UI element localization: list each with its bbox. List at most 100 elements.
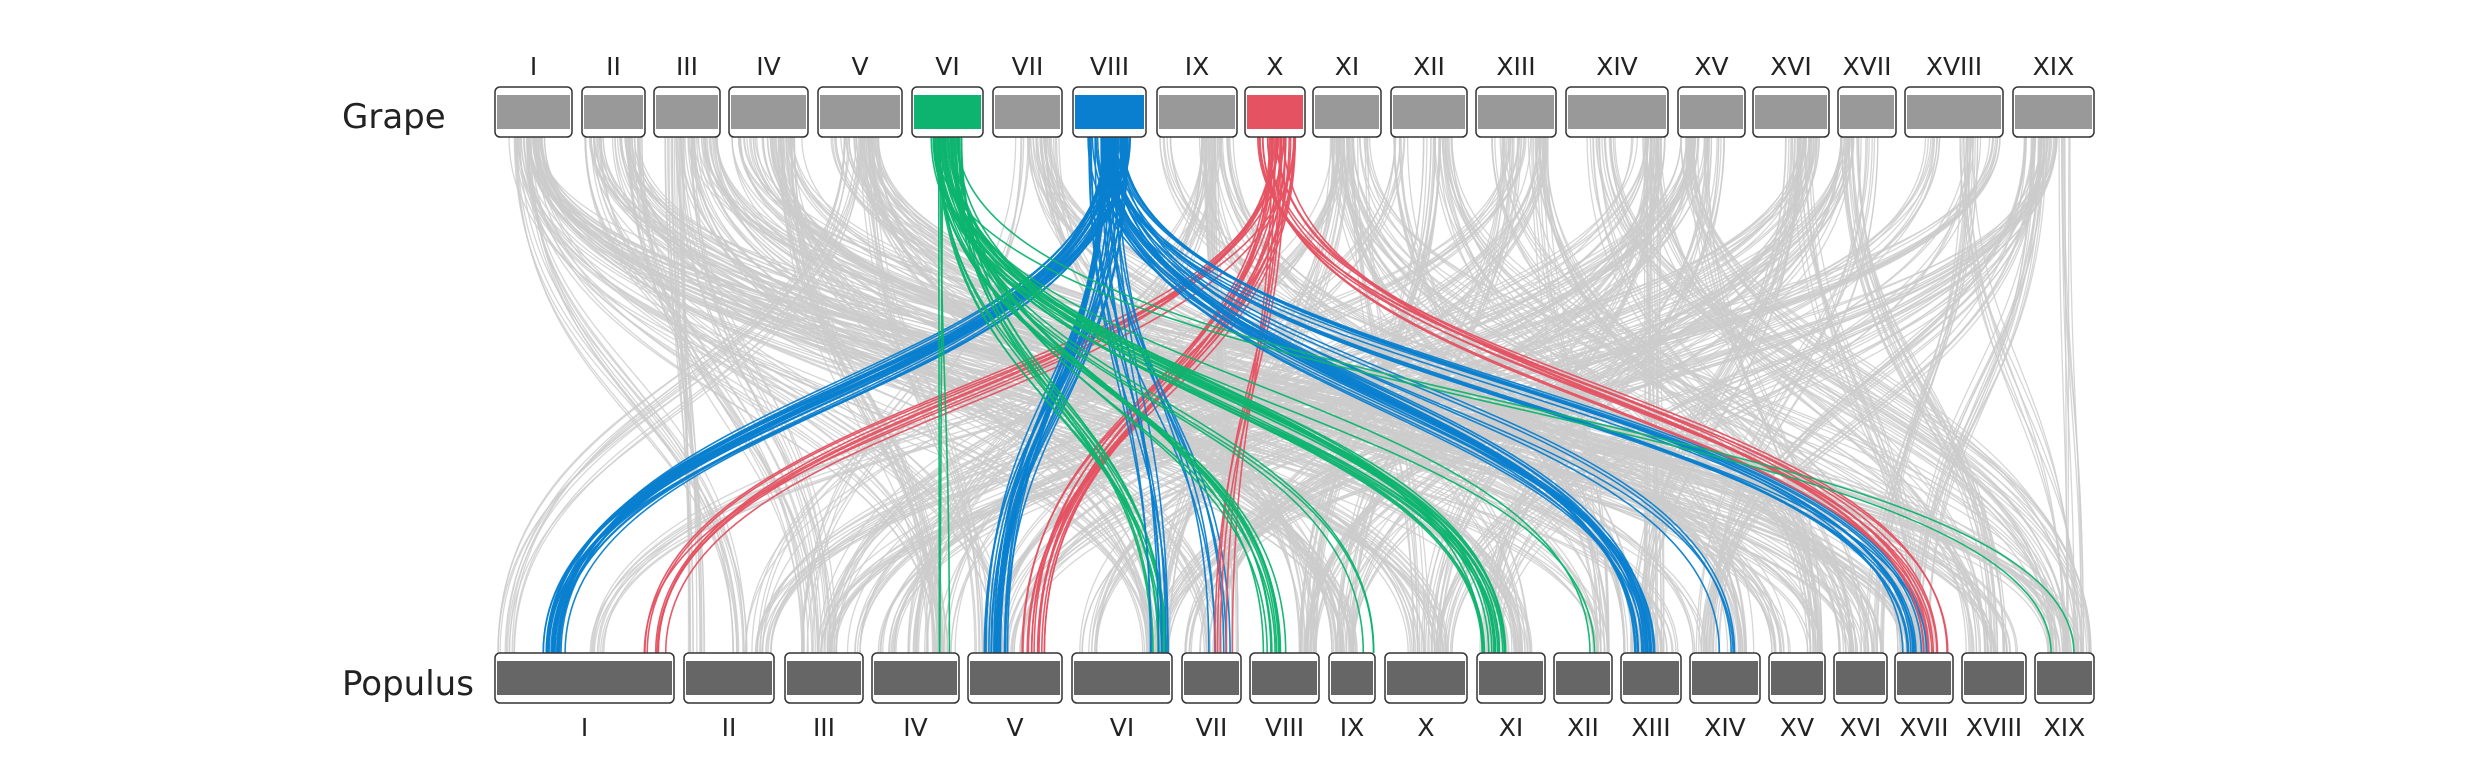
populus-chromosome-xviii[interactable]: XVIII [1961,652,2027,742]
synteny-link-vi-to-xi [935,136,1496,654]
background-link [1927,136,2042,654]
grape-chromosome-label: XVIII [1926,52,1982,81]
populus-chromosome-xv[interactable]: XV [1768,652,1826,742]
background-link [694,136,832,654]
populus-chromosome-label: XIX [2044,713,2086,742]
chromosome-bar [1964,661,2024,695]
grape-chromosome-label: IV [756,52,780,81]
grape-chromosome-v[interactable]: V [817,52,903,138]
grape-chromosome-xvii[interactable]: XVII [1837,52,1897,138]
background-link [529,136,740,654]
synteny-link-viii-to-i [548,136,1114,654]
grape-chromosome-xviii[interactable]: XVIII [1904,52,2004,138]
grape-chromosome-viii[interactable]: VIII [1072,52,1147,138]
populus-chromosome-v[interactable]: V [967,652,1063,742]
chromosome-bar [1680,95,1743,129]
populus-chromosome-label: VIII [1265,713,1304,742]
background-link [835,136,1994,654]
chromosome-bar [1074,661,1170,695]
grape-chromosome-xix[interactable]: XIX [2012,52,2095,138]
populus-chromosome-vi[interactable]: VI [1071,652,1173,742]
background-link [1309,136,1804,654]
synteny-link-vi-to-xi [942,136,1500,654]
populus-chromosome-vii[interactable]: VII [1181,652,1242,742]
background-link [1650,136,1986,654]
chromosome-bar [1331,661,1373,695]
populus-chromosome-xvii[interactable]: XVII [1894,652,1954,742]
populus-chromosome-x[interactable]: X [1384,652,1468,742]
grape-chromosome-ix[interactable]: IX [1156,52,1238,138]
populus-chromosome-viii[interactable]: VIII [1249,652,1320,742]
background-link [1688,136,1817,654]
background-link [508,136,1151,654]
grape-chromosome-xvi[interactable]: XVI [1752,52,1830,138]
populus-chromosome-iv[interactable]: IV [871,652,960,742]
chromosome-bar [497,95,570,129]
populus-chromosome-label: II [722,713,737,742]
synteny-link-viii-to-xvii [1120,136,1904,654]
background-link [1592,136,1851,654]
grape-chromosome-label: XII [1413,52,1445,81]
synteny-link-vi-to-viii [950,136,1265,654]
populus-chromosome-iii[interactable]: III [784,652,864,742]
chromosome-bar [1556,661,1610,695]
grape-chromosome-vi[interactable]: VI [911,52,984,138]
grape-chromosome-x[interactable]: X [1244,52,1306,138]
populus-chromosome-xvi[interactable]: XVI [1833,652,1888,742]
populus-chromosome-ix[interactable]: IX [1328,652,1376,742]
grape-chromosome-label: II [606,52,621,81]
background-link [1498,136,1970,654]
synteny-link-vi-to-xii [938,136,1591,654]
chromosome-bar [1836,661,1885,695]
background-link [497,136,860,654]
grape-chromosome-label: I [530,52,537,81]
background-links [497,136,2092,654]
synteny-link-vi-to-iv [939,136,951,654]
populus-chromosome-label: IX [1340,713,1365,742]
grape-chromosome-label: VIII [1090,52,1129,81]
background-link [1637,136,1790,654]
chromosome-bar [656,95,718,129]
chromosome-bar [1755,95,1827,129]
background-link [1156,136,1338,654]
grape-chromosome-xii[interactable]: XII [1390,52,1468,138]
background-link [2060,136,2085,654]
populus-chromosome-xi[interactable]: XI [1476,652,1546,742]
synteny-link-vi-to-xi [946,136,1483,654]
background-link [1596,136,2057,654]
synteny-link-x-to-i [657,136,1278,654]
grape-chromosome-iii[interactable]: III [653,52,721,138]
background-link [1641,136,1787,654]
chromosome-bar [1159,95,1235,129]
grape-chromosome-iv[interactable]: IV [728,52,809,138]
populus-chromosome-xiv[interactable]: XIV [1689,652,1761,742]
populus-chromosome-xix[interactable]: XIX [2034,652,2095,742]
grape-chromosome-ii[interactable]: II [581,52,646,138]
populus-chromosome-xii[interactable]: XII [1553,652,1613,742]
grape-chromosome-vii[interactable]: VII [992,52,1063,138]
grape-chromosome-xiv[interactable]: XIV [1565,52,1669,138]
synteny-link-x-to-i [654,136,1276,654]
chromosome-bar [820,95,900,129]
background-link [1959,136,2077,654]
background-link [859,136,1333,654]
synteny-link-viii-to-vii [1089,136,1216,654]
chromosome-bar [731,95,806,129]
populus-chromosome-xiii[interactable]: XIII [1620,652,1682,742]
chromosome-bar [1771,661,1823,695]
grape-chromosome-xiii[interactable]: XIII [1475,52,1557,138]
grape-chromosome-label: XIX [2033,52,2075,81]
chromosome-bar [1252,661,1317,695]
background-link [516,136,738,654]
background-link [1336,136,1513,654]
populus-chromosome-i[interactable]: I [494,652,675,742]
genome-label-grape: Grape [342,97,446,137]
grape-chromosome-i[interactable]: I [494,52,573,138]
background-link [596,136,1000,654]
populus-chromosome-ii[interactable]: II [683,652,775,742]
synteny-link-viii-to-xiii [1095,136,1648,654]
chromosome-bar [1247,95,1303,129]
grape-chromosome-xv[interactable]: XV [1677,52,1746,138]
grape-chromosome-xi[interactable]: XI [1312,52,1382,138]
highlighted-links [542,136,2075,654]
